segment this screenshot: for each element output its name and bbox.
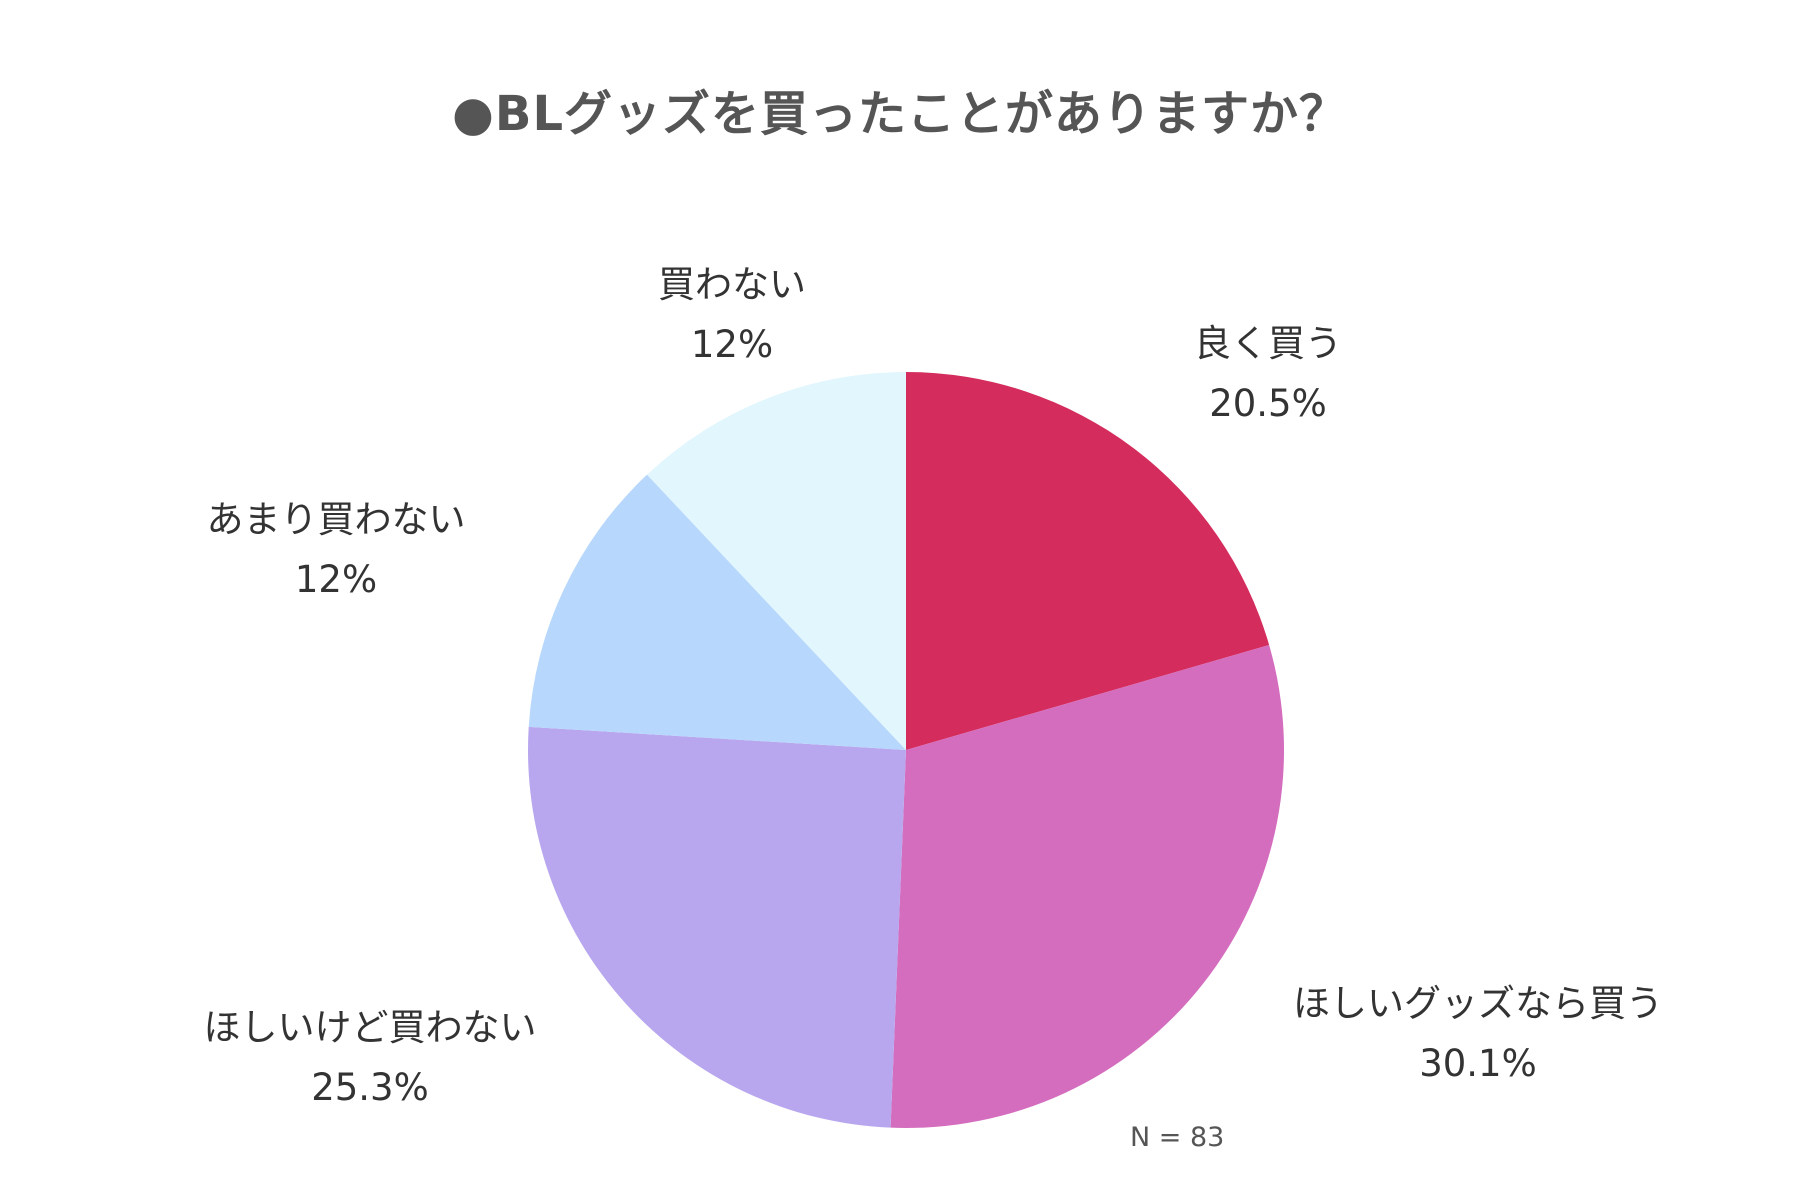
slice-label-value: 30.1%: [1419, 1042, 1537, 1085]
pie-slice-1: [890, 645, 1285, 1128]
slice-label-name: ほしいけど買わない: [203, 1006, 537, 1049]
slice-label-kawanai: 買わない 12%: [658, 255, 806, 375]
pie-slice-0: [906, 371, 1270, 750]
pie-slice-3: [528, 474, 906, 750]
slice-label-value: 12%: [690, 323, 774, 366]
slice-label-value: 20.5%: [1209, 382, 1327, 425]
slice-label-amari-kawanai: あまり買わない 12%: [207, 490, 466, 610]
slice-label-name: あまり買わない: [206, 498, 466, 541]
slice-label-hoshii-kedo-kawanai: ほしいけど買わない 25.3%: [204, 998, 537, 1118]
sample-size-note: N = 83: [1130, 1122, 1225, 1153]
chart-title: ●BLグッズを買ったことがありますか？: [451, 86, 1349, 142]
slice-label-value: 12%: [294, 558, 378, 601]
pie-slice-4: [647, 372, 906, 750]
pie-slice-2: [527, 726, 906, 1128]
slice-label-value: 25.3%: [311, 1066, 429, 1109]
slice-label-name: 買わない: [658, 263, 806, 306]
slice-label-yoku-kau: 良く買う 20.5%: [1194, 314, 1342, 434]
slice-label-name: ほしいグッズなら買う: [1293, 982, 1663, 1025]
slice-label-name: 良く買う: [1194, 322, 1342, 365]
slice-label-hoshii-guzzu-nara-kau: ほしいグッズなら買う 30.1%: [1293, 974, 1663, 1094]
